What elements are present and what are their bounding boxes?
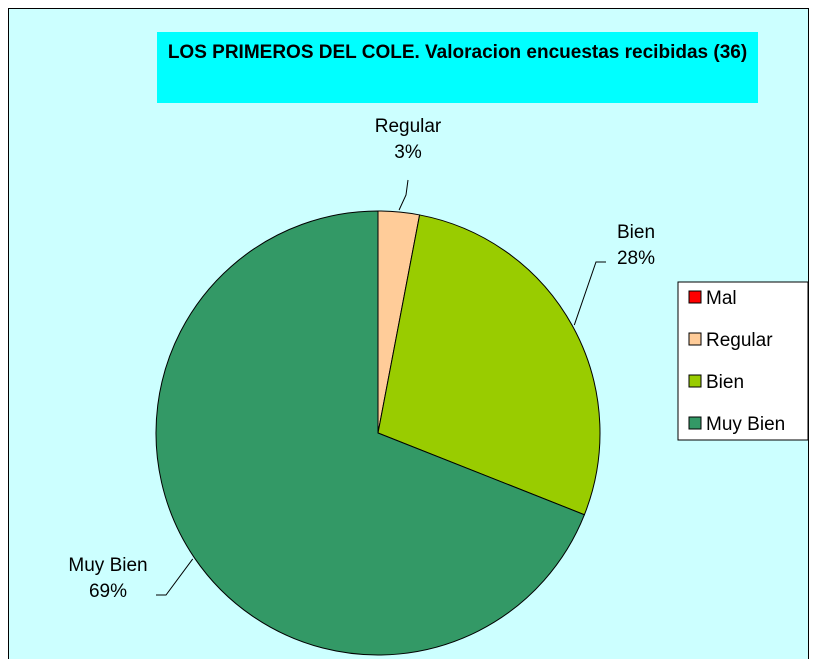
legend-box [677, 281, 809, 441]
leader-line [398, 179, 409, 211]
data-label-value: 69% [89, 581, 127, 602]
data-label-name: Regular [375, 116, 442, 137]
legend-label: Regular [706, 330, 773, 351]
data-label: Bien 28% [617, 222, 655, 269]
chart-title: LOS PRIMEROS DEL COLE. Valoracion encues… [157, 32, 758, 103]
legend-swatch [688, 416, 702, 430]
pie-slice [377, 214, 601, 516]
data-label-value: 28% [617, 248, 655, 269]
data-label-value: 3% [394, 142, 422, 163]
legend-swatch [688, 374, 702, 388]
data-label: Regular 3% [375, 116, 442, 163]
legend-swatch [688, 332, 702, 346]
leader-line [573, 261, 606, 326]
data-label: Muy Bien 69% [68, 555, 147, 602]
data-label-name: Bien [617, 222, 655, 243]
legend-swatch [688, 290, 702, 304]
legend-label: Bien [706, 372, 744, 393]
legend-label: Muy Bien [706, 414, 785, 435]
data-label-name: Muy Bien [68, 555, 147, 576]
pie-slice [155, 210, 586, 656]
legend-label: Mal [706, 288, 737, 309]
leader-line [156, 558, 194, 596]
